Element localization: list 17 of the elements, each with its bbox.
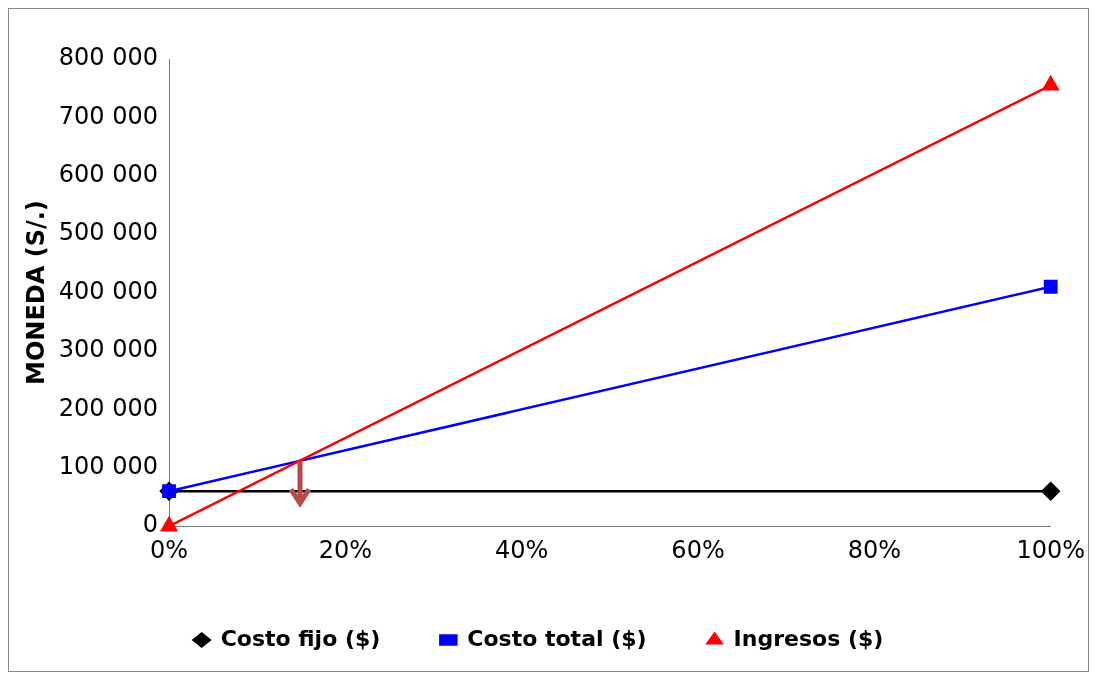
y-tick-label: 700 000 — [58, 101, 159, 130]
y-tick-label: 100 000 — [58, 452, 159, 481]
y-tick-label: 400 000 — [58, 276, 159, 305]
y-tick-label: 800 000 — [58, 43, 159, 72]
legend-label: Costo total ($) — [467, 625, 647, 651]
legend-label: Ingresos ($) — [733, 625, 884, 651]
x-tick-label: 40% — [495, 535, 549, 564]
y-tick-label: 300 000 — [58, 335, 159, 364]
x-tick-label: 100% — [1016, 535, 1086, 564]
y-axis-title: MONEDA (S/.) — [21, 200, 50, 385]
x-tick-label: 20% — [318, 535, 373, 564]
y-tick-label: 500 000 — [58, 218, 159, 247]
legend-label: Costo fijo ($) — [220, 625, 381, 651]
y-tick-label: 600 000 — [58, 160, 159, 189]
y-tick-label: 200 000 — [58, 393, 159, 422]
x-tick-label: 60% — [671, 535, 725, 564]
x-tick-label: 80% — [847, 535, 902, 564]
